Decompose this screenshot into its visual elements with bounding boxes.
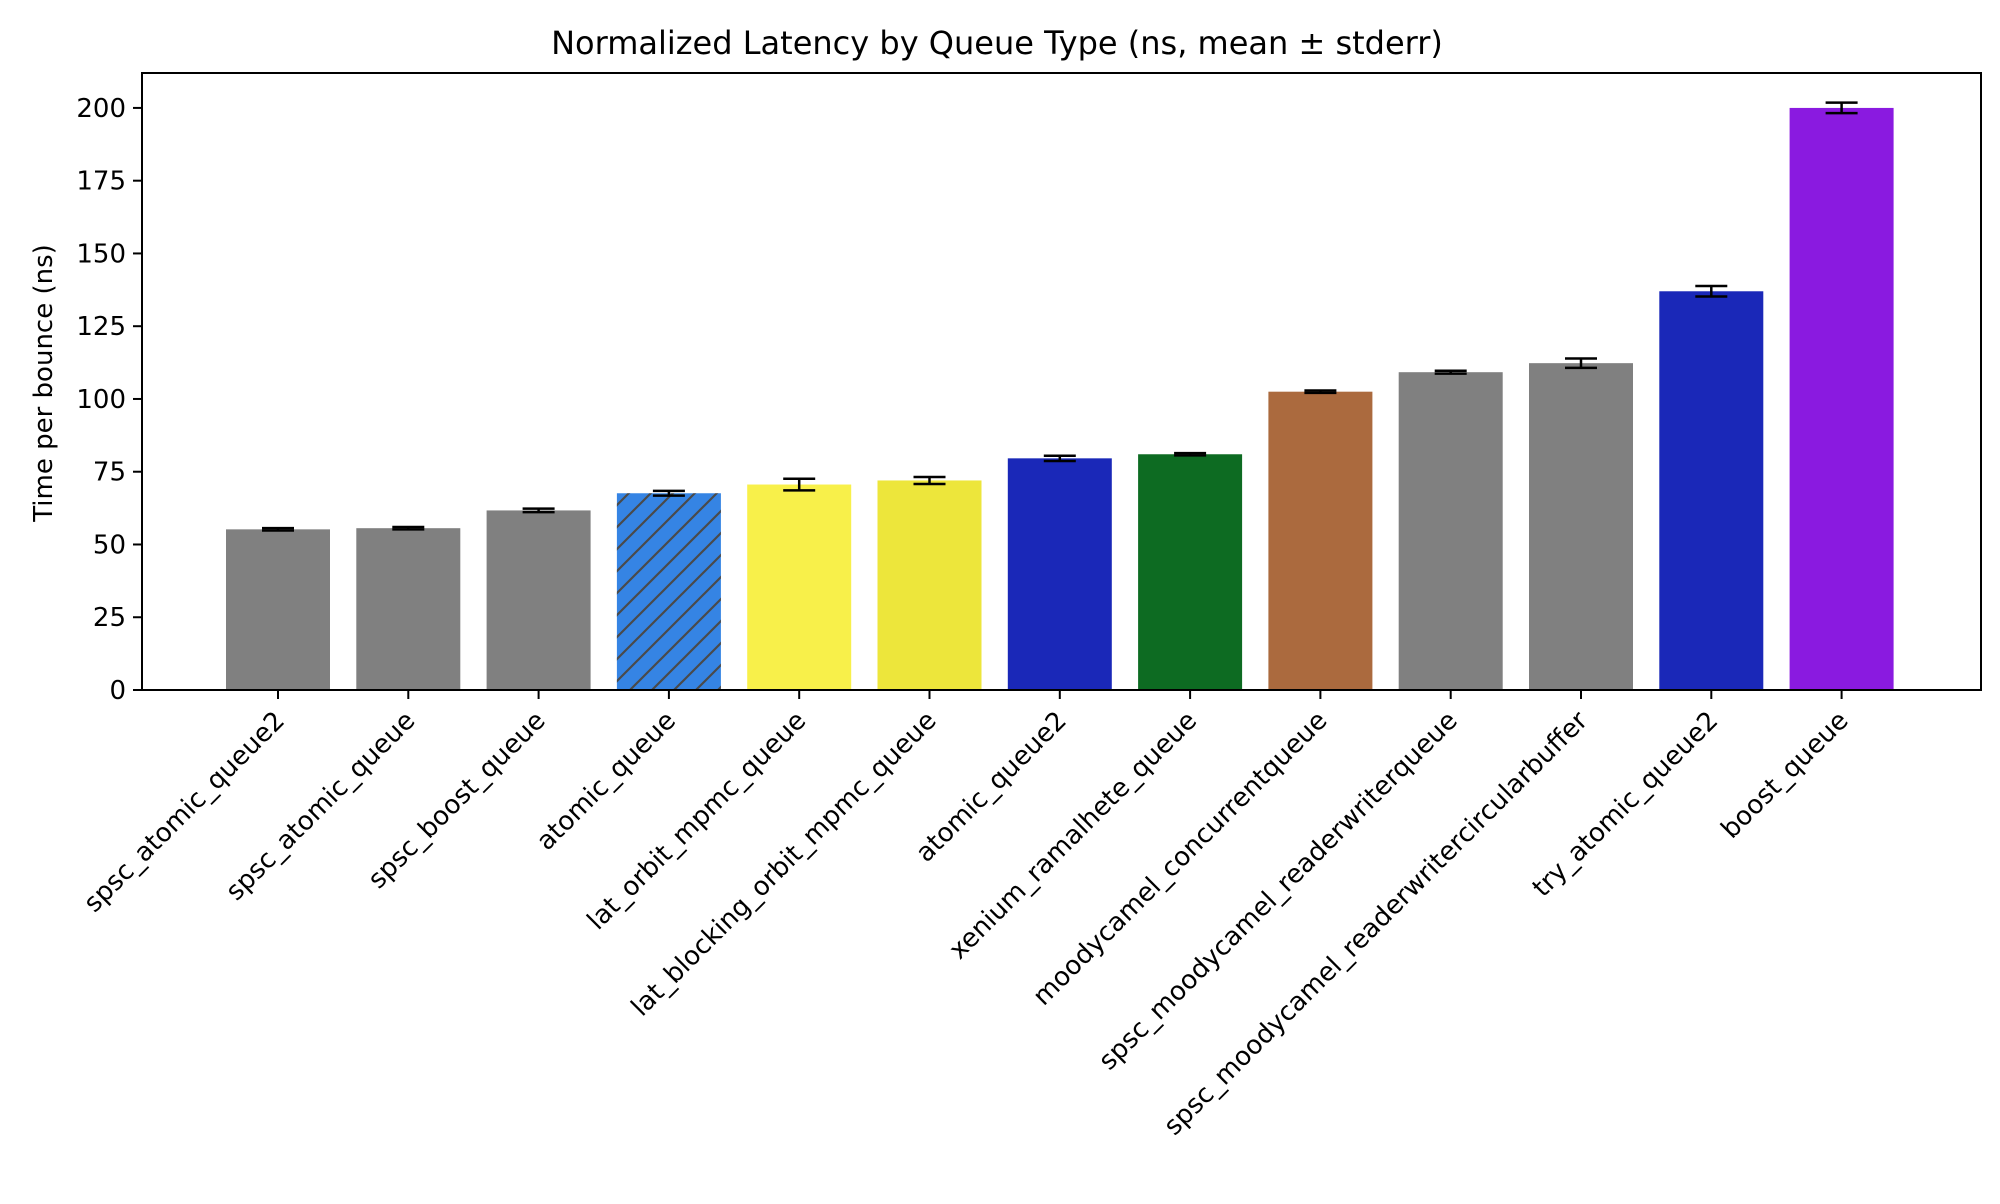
y-tick-label-175: 175 [76,167,126,197]
y-tick-label-25: 25 [93,603,126,633]
bar-try_atomic_queue2 [1659,291,1764,690]
bar-lat_blocking_orbit_mpmc_queue [877,480,982,690]
y-axis-label: Time per bounce (ns) [29,244,59,523]
bar-spsc_boost_queue [486,510,591,690]
x-tick-label-atomic_queue: atomic_queue [531,706,682,857]
x-tick-label-xenium_ramalhete_queue: xenium_ramalhete_queue [943,706,1203,966]
y-tick-label-50: 50 [93,530,126,560]
y-tick-label-100: 100 [76,385,126,415]
plot-frame [141,72,1982,691]
bar-xenium_ramalhete_queue [1138,454,1243,690]
bar-lat_orbit_mpmc_queue [747,484,852,690]
bar-hatch-atomic_queue [616,493,721,690]
bar-spsc_atomic_queue2 [226,529,330,690]
bar-spsc_moodycamel_readerwritercircularbuffer [1529,363,1633,690]
x-tick-label-boost_queue: boost_queue [1716,706,1855,845]
y-tick-label-0: 0 [109,676,126,706]
bar-spsc_atomic_queue [356,528,461,690]
y-tick-label-75: 75 [93,458,126,488]
bar-boost_queue [1789,107,1894,690]
x-axis: spsc_atomic_queue2spsc_atomic_queuespsc_… [78,690,1855,1142]
y-axis-label-group: Time per bounce (ns) [29,244,59,523]
bar-moodycamel_concurrentqueue [1268,391,1373,690]
y-tick-label-150: 150 [76,239,126,269]
chart-title: Normalized Latency by Queue Type (ns, me… [551,24,1443,62]
bar-spsc_moodycamel_readerwriterqueue [1398,372,1503,690]
x-tick-label-lat_orbit_mpmc_queue: lat_orbit_mpmc_queue [582,706,812,936]
bars-layer [226,107,1894,690]
y-tick-label-200: 200 [76,94,126,124]
y-axis: 0 25 50 75 100 125 150 175 200 [76,94,142,706]
bar-atomic_queue2 [1007,458,1112,690]
error-bars-layer [262,101,1858,532]
y-tick-label-125: 125 [76,312,126,342]
x-tick-label-moodycamel_concurrentqueue: moodycamel_concurrentqueue [1027,706,1333,1012]
